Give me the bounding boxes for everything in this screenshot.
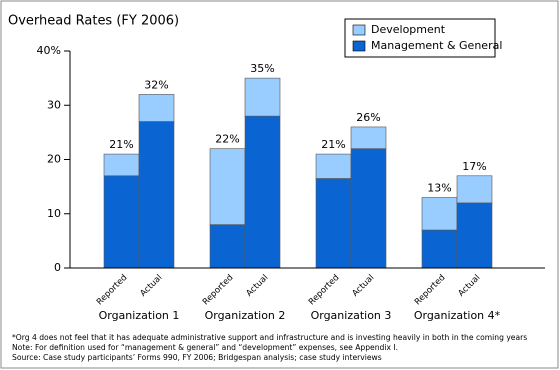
legend-label: Development [371, 23, 446, 36]
total-label: 32% [144, 78, 168, 91]
total-label: 26% [356, 111, 380, 124]
bar-segment [350, 126, 387, 149]
bar-segment [209, 224, 246, 269]
bar-segment [456, 175, 493, 204]
legend-swatch [352, 24, 366, 36]
footnote: *Org 4 does not feel that it has adequat… [12, 333, 527, 342]
bar-segment [244, 77, 281, 117]
bar-segment [138, 94, 175, 122]
bar-segment [209, 148, 246, 225]
total-label: 13% [427, 181, 451, 194]
total-label: 21% [321, 138, 345, 151]
bar-segment [350, 148, 387, 269]
legend-box [344, 18, 496, 58]
y-tick-label: 0 [54, 261, 61, 274]
legend-label: Management & General [371, 39, 502, 52]
footnote: Source: Case study participants’ Forms 9… [12, 353, 382, 362]
group-label: Organization 3 [311, 309, 392, 322]
y-tick-label: 30 [47, 98, 61, 111]
total-label: 35% [250, 62, 274, 75]
total-label: 21% [109, 138, 133, 151]
bar-segment [315, 178, 352, 269]
group-label: Organization 4* [414, 309, 501, 322]
chart-title: Overhead Rates (FY 2006) [8, 14, 179, 29]
legend-swatch [352, 40, 366, 52]
group-label: Organization 1 [99, 309, 180, 322]
bar-segment [315, 153, 352, 179]
bar-segment [456, 202, 493, 269]
y-tick-label: 10 [47, 207, 61, 220]
y-tick-label: 20 [47, 153, 61, 166]
footnote: Note: For definition used for “managemen… [12, 343, 398, 352]
bar-segment [103, 153, 140, 177]
bar-segment [103, 175, 140, 269]
y-tick-label: 40% [37, 44, 61, 57]
total-label: 22% [215, 133, 239, 146]
bar-segment [244, 115, 281, 269]
group-label: Organization 2 [205, 309, 286, 322]
bar-segment [421, 197, 458, 231]
bar-segment [421, 229, 458, 269]
bar-segment [138, 121, 175, 269]
total-label: 17% [462, 160, 486, 173]
